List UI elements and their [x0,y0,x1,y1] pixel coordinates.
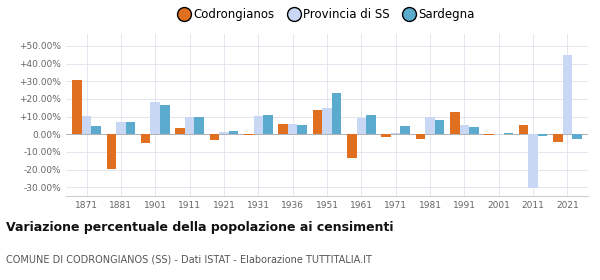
Bar [254,116,263,134]
Bar [572,134,582,139]
Bar [72,80,82,134]
Bar [82,116,91,134]
Bar [538,134,547,136]
Bar [332,93,341,134]
Bar [400,126,410,134]
Bar [126,122,136,134]
Bar [219,132,229,134]
Bar [356,118,366,134]
Bar [460,125,469,134]
Bar [91,126,101,134]
Bar [288,124,298,134]
Bar [263,115,273,134]
Bar [322,108,332,134]
Bar [185,116,194,134]
Bar [366,115,376,134]
Bar [313,110,322,134]
Bar [518,125,528,134]
Text: COMUNE DI CODRONGIANOS (SS) - Dati ISTAT - Elaborazione TUTTITALIA.IT: COMUNE DI CODRONGIANOS (SS) - Dati ISTAT… [6,255,372,265]
Bar [347,134,356,158]
Bar [503,133,513,134]
Bar [141,134,151,143]
Bar [244,134,254,135]
Bar [298,125,307,134]
Bar [116,122,126,134]
Bar [209,134,219,140]
Bar [381,134,391,137]
Bar [229,131,238,134]
Text: Variazione percentuale della popolazione ai censimenti: Variazione percentuale della popolazione… [6,221,394,234]
Bar [194,117,204,134]
Bar [425,117,435,134]
Bar [175,128,185,134]
Bar [563,55,572,134]
Bar [494,134,503,135]
Bar [553,134,563,142]
Bar [435,120,445,134]
Bar [450,112,460,134]
Bar [528,134,538,188]
Bar [391,133,400,134]
Bar [160,105,170,134]
Bar [416,134,425,139]
Bar [278,124,288,134]
Legend: Codrongianos, Provincia di SS, Sardegna: Codrongianos, Provincia di SS, Sardegna [175,4,479,26]
Bar [484,134,494,135]
Bar [107,134,116,169]
Bar [151,102,160,134]
Bar [469,127,479,134]
